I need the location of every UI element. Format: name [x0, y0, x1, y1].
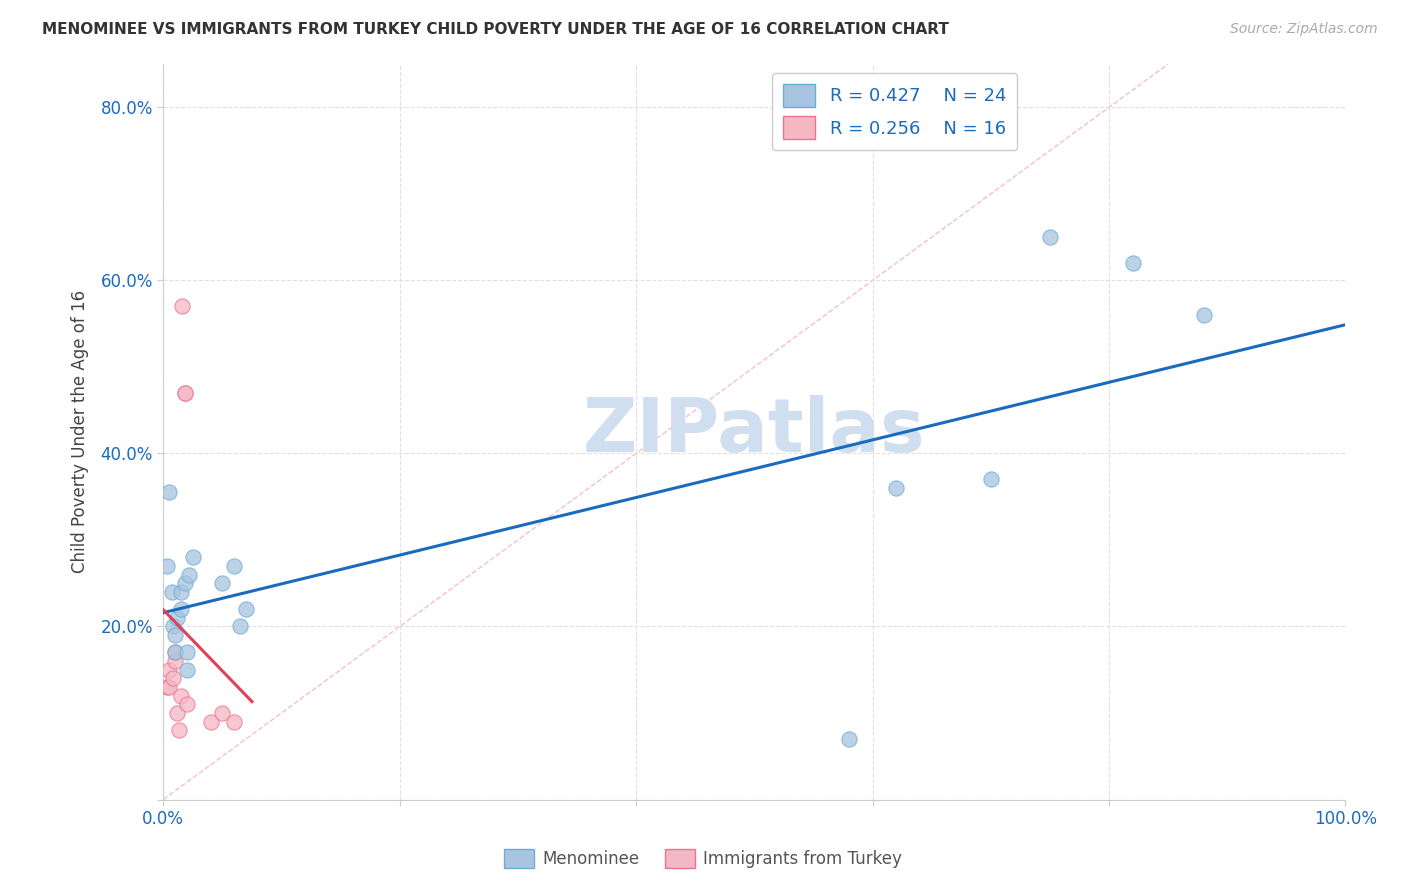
Point	[884, 481, 907, 495]
Point	[1039, 230, 1062, 244]
Point	[165, 654, 187, 668]
Point	[170, 602, 193, 616]
Point	[200, 714, 222, 729]
Point	[165, 645, 187, 659]
Point	[170, 585, 193, 599]
Y-axis label: Child Poverty Under the Age of 16: Child Poverty Under the Age of 16	[72, 290, 89, 574]
Point	[157, 680, 180, 694]
Point	[156, 680, 179, 694]
Point	[172, 299, 194, 313]
Point	[157, 485, 180, 500]
Point	[166, 706, 188, 720]
Legend: Menominee, Immigrants from Turkey: Menominee, Immigrants from Turkey	[498, 842, 908, 875]
Point	[160, 585, 183, 599]
Point	[224, 558, 246, 573]
Point	[211, 576, 233, 591]
Text: Source: ZipAtlas.com: Source: ZipAtlas.com	[1230, 22, 1378, 37]
Point	[838, 731, 860, 746]
Point	[156, 558, 179, 573]
Point	[980, 472, 1002, 486]
Point	[235, 602, 257, 616]
Point	[173, 385, 195, 400]
Point	[176, 698, 198, 712]
Point	[1122, 256, 1144, 270]
Point	[173, 576, 195, 591]
Point	[166, 611, 188, 625]
Legend: R = 0.427    N = 24, R = 0.256    N = 16: R = 0.427 N = 24, R = 0.256 N = 16	[772, 73, 1017, 150]
Point	[162, 672, 184, 686]
Point	[224, 714, 246, 729]
Point	[173, 385, 195, 400]
Point	[181, 550, 204, 565]
Point	[179, 567, 201, 582]
Point	[170, 689, 193, 703]
Point	[176, 663, 198, 677]
Point	[157, 663, 180, 677]
Point	[165, 645, 187, 659]
Text: MENOMINEE VS IMMIGRANTS FROM TURKEY CHILD POVERTY UNDER THE AGE OF 16 CORRELATIO: MENOMINEE VS IMMIGRANTS FROM TURKEY CHIL…	[42, 22, 949, 37]
Point	[1192, 308, 1215, 322]
Point	[229, 619, 252, 633]
Point	[176, 645, 198, 659]
Point	[162, 619, 184, 633]
Text: ZIPatlas: ZIPatlas	[583, 395, 925, 468]
Point	[167, 723, 190, 738]
Point	[211, 706, 233, 720]
Point	[165, 628, 187, 642]
